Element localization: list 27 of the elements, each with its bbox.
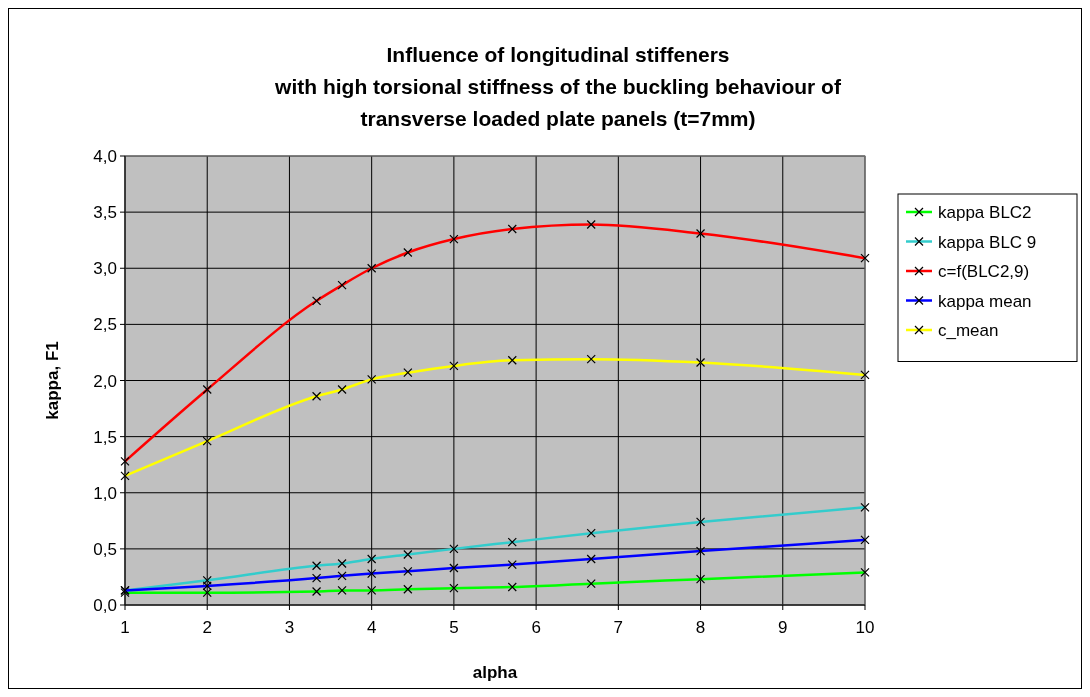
x-tick-label: 3 (284, 618, 295, 637)
y-tick-label: 0,0 (93, 596, 117, 615)
x-tick-label: 9 (778, 618, 788, 637)
x-tick-label: 1 (120, 618, 130, 637)
y-tick-label: 1,0 (93, 483, 117, 503)
x-tick-label: 8 (695, 618, 706, 637)
x-tick-label: 7 (613, 618, 624, 637)
y-tick-label: 0,5 (93, 539, 117, 559)
legend-label: c_mean (938, 321, 999, 340)
x-tick-label: 5 (449, 618, 459, 637)
x-axis-title: alpha (472, 663, 518, 682)
x-tick-label: 4 (366, 618, 377, 637)
x-tick-label: 6 (531, 618, 541, 637)
chart-title: Influence of longitudinal stiffeners with high torsional stiffness of the buckling behaviour of transverse loaded plate panels (t=7mm) (274, 43, 842, 130)
y-tick-label: 1,5 (93, 427, 117, 447)
x-tick-label: 10 (855, 618, 875, 637)
y-axis-title: kappa, F1 (43, 341, 62, 420)
y-tick-label: 3,0 (93, 259, 117, 279)
y-tick-label: 4,0 (93, 147, 117, 166)
y-tick-label: 2,5 (93, 315, 117, 335)
legend-label: kappa BLC2 (938, 203, 1032, 222)
legend-label: kappa mean (938, 291, 1032, 311)
y-tick-label: 3,5 (93, 203, 117, 223)
legend-label: c=f(BLC2,9) (938, 262, 1030, 281)
x-tick-label: 2 (202, 618, 212, 637)
y-tick-label: 2,0 (93, 371, 117, 391)
legend-label: kappa BLC 9 (938, 232, 1037, 252)
